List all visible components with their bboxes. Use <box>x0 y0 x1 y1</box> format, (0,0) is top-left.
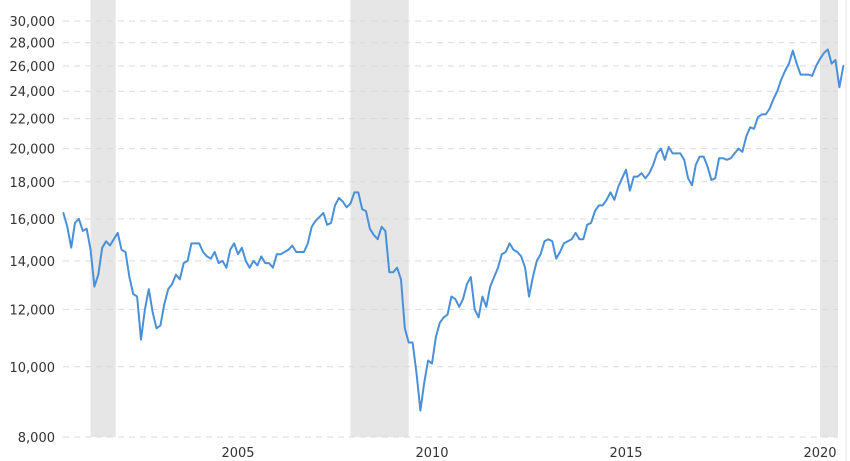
y-tick-label: 16,000 <box>10 213 56 228</box>
y-tick-label: 18,000 <box>10 176 56 191</box>
y-tick-label: 26,000 <box>10 60 56 75</box>
recession-band <box>350 0 409 437</box>
x-axis-labels: 2005 2010 2015 2020 <box>221 446 836 461</box>
y-tick-label: 24,000 <box>10 85 56 100</box>
y-tick-label: 30,000 <box>10 15 56 30</box>
x-tick-label: 2010 <box>415 446 448 461</box>
grid-lines <box>63 20 838 438</box>
y-tick-label: 28,000 <box>10 37 56 52</box>
y-tick-label: 12,000 <box>10 303 56 318</box>
y-tick-label: 8,000 <box>18 431 55 446</box>
y-axis-labels: 30,000 28,000 26,000 24,000 22,000 20,000 18,0… <box>10 15 56 446</box>
y-tick-label: 20,000 <box>10 143 56 158</box>
y-tick-label: 22,000 <box>10 113 56 128</box>
recession-bands <box>90 0 838 437</box>
index-line-series <box>62 48 845 412</box>
x-tick-label: 2020 <box>803 446 836 461</box>
x-tick-label: 2015 <box>609 446 642 461</box>
y-tick-label: 10,000 <box>10 361 56 376</box>
recession-band <box>820 0 838 437</box>
y-tick-label: 14,000 <box>10 255 56 270</box>
x-tick-label: 2005 <box>221 446 254 461</box>
